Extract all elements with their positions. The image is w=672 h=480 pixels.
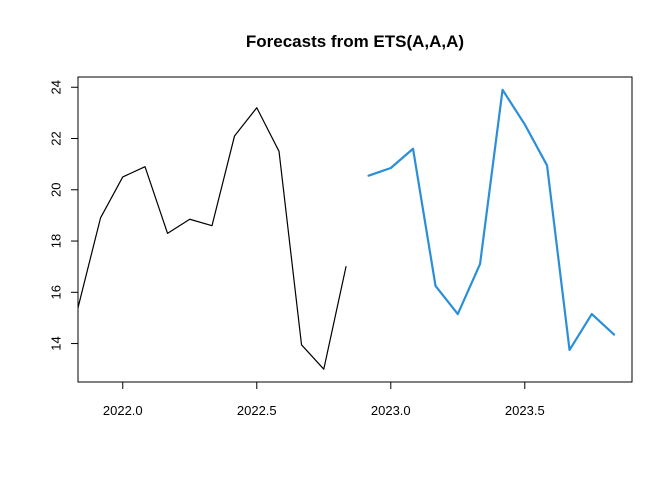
x-axis: 2022.0 2022.5 2023.0 2023.5 <box>103 382 545 418</box>
chart-title: Forecasts from ETS(A,A,A) <box>246 32 464 51</box>
plot-frame <box>77 76 633 383</box>
x-tick-label: 2023.0 <box>371 403 411 418</box>
y-tick-label: 16 <box>48 285 63 299</box>
x-tick-label: 2022.0 <box>103 403 143 418</box>
y-tick-label: 18 <box>48 234 63 248</box>
x-tick-label: 2023.5 <box>505 403 545 418</box>
series-layer <box>77 88 616 370</box>
x-tick-label: 2022.5 <box>237 403 277 418</box>
y-tick-label: 22 <box>48 131 63 145</box>
y-tick-label: 14 <box>48 336 63 350</box>
forecast-series-line <box>367 88 616 352</box>
historical-series-line <box>77 107 347 370</box>
y-tick-label: 24 <box>48 80 63 94</box>
y-tick-label: 20 <box>48 183 63 197</box>
y-axis: 14 16 18 20 22 24 <box>48 80 78 351</box>
